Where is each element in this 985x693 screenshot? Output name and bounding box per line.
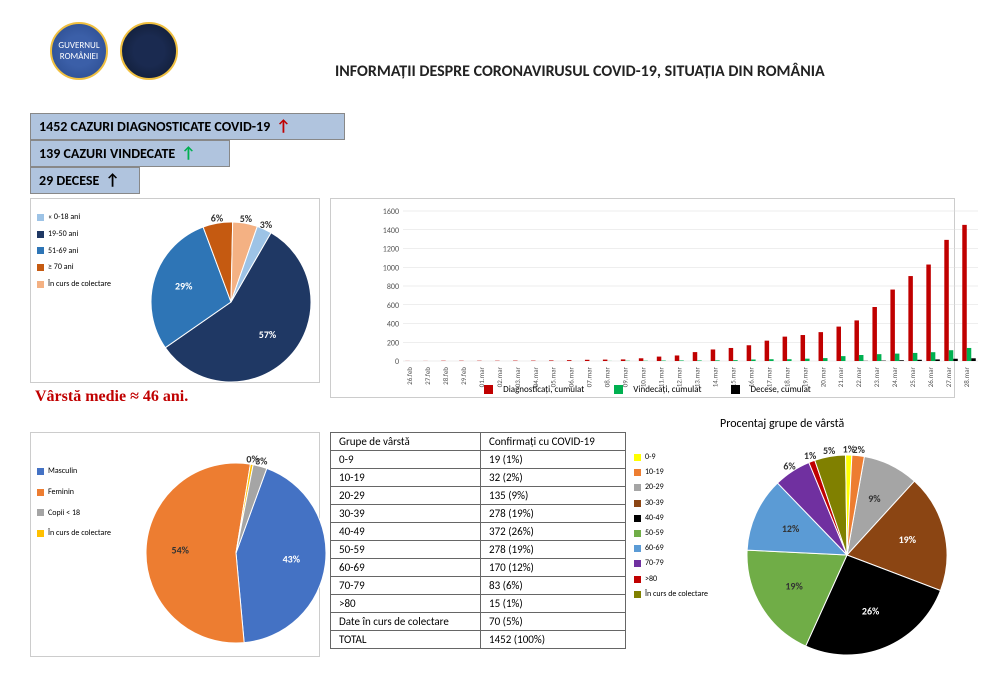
average-age-text: Vârstă medie ≈ 46 ani. bbox=[35, 388, 188, 406]
stat-recovered-text: 139 CAZURI VINDECATE bbox=[39, 145, 175, 162]
logo-row: GUVERNULROMÂNIEI bbox=[50, 22, 178, 80]
table-row: 50-59278 (19%) bbox=[331, 541, 626, 559]
svg-text:28.mar: 28.mar bbox=[962, 366, 971, 387]
svg-text:3%: 3% bbox=[260, 218, 273, 231]
age-detail-pie: 9%19%26%19%12%6%1%5%1%2% bbox=[717, 440, 977, 670]
svg-text:27.feb: 27.feb bbox=[423, 367, 432, 385]
bar-plot-area: 0200400600800100012001400160026.feb27.fe… bbox=[369, 207, 944, 357]
svg-text:6%: 6% bbox=[211, 212, 224, 225]
legend-item: « 0-18 ani bbox=[37, 209, 111, 226]
legend-item: 19-50 ani bbox=[37, 226, 111, 243]
table-row: 0-919 (1%) bbox=[331, 451, 626, 469]
table-row: 70-7983 (6%) bbox=[331, 577, 626, 595]
svg-text:28.feb: 28.feb bbox=[441, 367, 450, 385]
table-row: 30-39278 (19%) bbox=[331, 505, 626, 523]
age-detail-pie-title: Procentaj grupe de vârstă bbox=[720, 417, 844, 431]
ministry-logo bbox=[120, 22, 178, 80]
svg-text:3%: 3% bbox=[255, 454, 268, 467]
age-broad-pie-chart: « 0-18 ani19-50 ani51-69 ani≥ 70 aniÎn c… bbox=[30, 198, 320, 383]
legend-item: 20-29 bbox=[634, 480, 708, 495]
table-row: 20-29135 (9%) bbox=[331, 487, 626, 505]
svg-text:5%: 5% bbox=[240, 212, 253, 225]
svg-text:43%: 43% bbox=[283, 553, 301, 566]
stat-deaths: 29 DECESE ↑ bbox=[30, 167, 140, 194]
legend-item: În curs de colectare bbox=[37, 276, 111, 293]
svg-text:57%: 57% bbox=[259, 328, 277, 341]
gender-pie: 43%54%0%3% bbox=[116, 448, 356, 658]
legend-item: 70-79 bbox=[634, 556, 708, 571]
stat-deaths-text: 29 DECESE bbox=[39, 172, 99, 189]
svg-text:1%: 1% bbox=[804, 449, 817, 462]
age-broad-pie: 57% 29% 6% 5% 3% bbox=[121, 207, 341, 397]
svg-text:400: 400 bbox=[387, 320, 399, 330]
svg-text:9%: 9% bbox=[868, 492, 881, 505]
svg-text:54%: 54% bbox=[172, 543, 190, 556]
table-row: TOTAL1452 (100%) bbox=[331, 631, 626, 649]
legend-item: 30-39 bbox=[634, 496, 708, 511]
age-broad-legend: « 0-18 ani19-50 ani51-69 ani≥ 70 aniÎn c… bbox=[37, 209, 111, 293]
table-header: Confirmați cu COVID-19 bbox=[481, 433, 626, 451]
table-header: Grupe de vârstă bbox=[331, 433, 481, 451]
svg-text:26%: 26% bbox=[862, 605, 880, 618]
legend-item: Diagnosticați, cumulat bbox=[474, 384, 584, 395]
stat-diagnosed: 1452 CAZURI DIAGNOSTICATE COVID-19 ↑ bbox=[30, 113, 345, 140]
table-row: >8015 (1%) bbox=[331, 595, 626, 613]
svg-text:29%: 29% bbox=[175, 280, 193, 293]
bar-legend: Diagnosticați, cumulat Vindecați, cumulat… bbox=[331, 384, 954, 395]
svg-text:1000: 1000 bbox=[383, 263, 399, 273]
svg-text:6%: 6% bbox=[783, 460, 796, 473]
legend-item: În curs de colectare bbox=[37, 523, 111, 544]
svg-text:800: 800 bbox=[387, 282, 399, 292]
svg-text:1600: 1600 bbox=[383, 207, 399, 217]
legend-item: 10-19 bbox=[634, 465, 708, 480]
legend-item: 40-49 bbox=[634, 511, 708, 526]
arrow-up-green-icon: ↑ bbox=[181, 144, 195, 163]
gender-pie-chart: MasculinFemininCopii < 18În curs de cole… bbox=[30, 432, 320, 657]
svg-text:19%: 19% bbox=[899, 533, 917, 546]
legend-item: ≥ 70 ani bbox=[37, 259, 111, 276]
svg-text:12%: 12% bbox=[782, 522, 800, 535]
svg-text:2%: 2% bbox=[853, 443, 866, 456]
svg-text:0: 0 bbox=[395, 357, 399, 367]
stat-recovered: 139 CAZURI VINDECATE ↑ bbox=[30, 140, 230, 167]
age-group-table: Grupe de vârstăConfirmați cu COVID-190-9… bbox=[330, 432, 626, 649]
legend-item: În curs de colectare bbox=[634, 587, 708, 602]
gender-legend: MasculinFemininCopii < 18În curs de cole… bbox=[37, 461, 111, 544]
legend-item: Feminin bbox=[37, 482, 111, 503]
svg-text:5%: 5% bbox=[823, 444, 836, 457]
svg-text:1200: 1200 bbox=[383, 245, 399, 255]
legend-item: 60-69 bbox=[634, 541, 708, 556]
svg-text:26.feb: 26.feb bbox=[405, 367, 414, 385]
arrow-up-red-icon: ↑ bbox=[276, 117, 290, 136]
stat-diagnosed-text: 1452 CAZURI DIAGNOSTICATE COVID-19 bbox=[39, 118, 270, 135]
age-detail-pie-chart: 0-910-1920-2930-3940-4950-5960-6970-79>8… bbox=[632, 432, 972, 662]
svg-text:29.feb: 29.feb bbox=[459, 367, 468, 385]
cumulative-bar-chart: 0 200 400 600 800 1000 1200 1400 1600 26.feb 27.fe… bbox=[330, 198, 955, 398]
table-row: 10-1932 (2%) bbox=[331, 469, 626, 487]
table-row: 40-49372 (26%) bbox=[331, 523, 626, 541]
table-row: 60-69170 (12%) bbox=[331, 559, 626, 577]
legend-item: >80 bbox=[634, 572, 708, 587]
arrow-up-black-icon: ↑ bbox=[105, 171, 119, 190]
svg-text:600: 600 bbox=[387, 301, 399, 311]
svg-text:19%: 19% bbox=[785, 580, 803, 593]
legend-item: Decese, cumulat bbox=[721, 384, 810, 395]
svg-text:200: 200 bbox=[387, 338, 399, 348]
svg-text:1400: 1400 bbox=[383, 226, 399, 236]
legend-item: 50-59 bbox=[634, 526, 708, 541]
legend-item: 0-9 bbox=[634, 450, 708, 465]
table-row: Date în curs de colectare70 (5%) bbox=[331, 613, 626, 631]
legend-item: Copii < 18 bbox=[37, 503, 111, 524]
legend-item: Masculin bbox=[37, 461, 111, 482]
legend-item: 51-69 ani bbox=[37, 243, 111, 260]
gov-logo: GUVERNULROMÂNIEI bbox=[50, 22, 108, 80]
page-title: INFORMAȚII DESPRE CORONAVIRUSUL COVID-19… bbox=[335, 62, 825, 81]
legend-item: Vindecați, cumulat bbox=[604, 384, 701, 395]
age-detail-legend: 0-910-1920-2930-3940-4950-5960-6970-79>8… bbox=[634, 450, 708, 602]
